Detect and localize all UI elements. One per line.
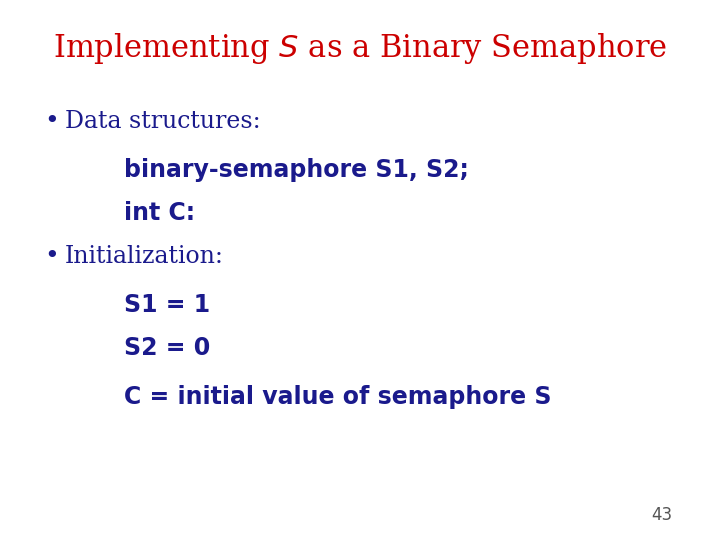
Text: C = initial value of semaphore S: C = initial value of semaphore S (125, 385, 552, 409)
Text: Implementing $\it{S}$ as a Binary Semaphore: Implementing $\it{S}$ as a Binary Semaph… (53, 31, 667, 66)
Text: int C:: int C: (125, 201, 196, 225)
Text: Initialization:: Initialization: (65, 245, 223, 268)
Text: •: • (44, 110, 59, 133)
Text: S1 = 1: S1 = 1 (125, 293, 210, 317)
Text: S2 = 0: S2 = 0 (125, 336, 211, 360)
Text: Data structures:: Data structures: (65, 110, 261, 133)
Text: 43: 43 (651, 506, 672, 524)
Text: •: • (44, 245, 59, 268)
Text: binary-semaphore S1, S2;: binary-semaphore S1, S2; (125, 158, 469, 182)
